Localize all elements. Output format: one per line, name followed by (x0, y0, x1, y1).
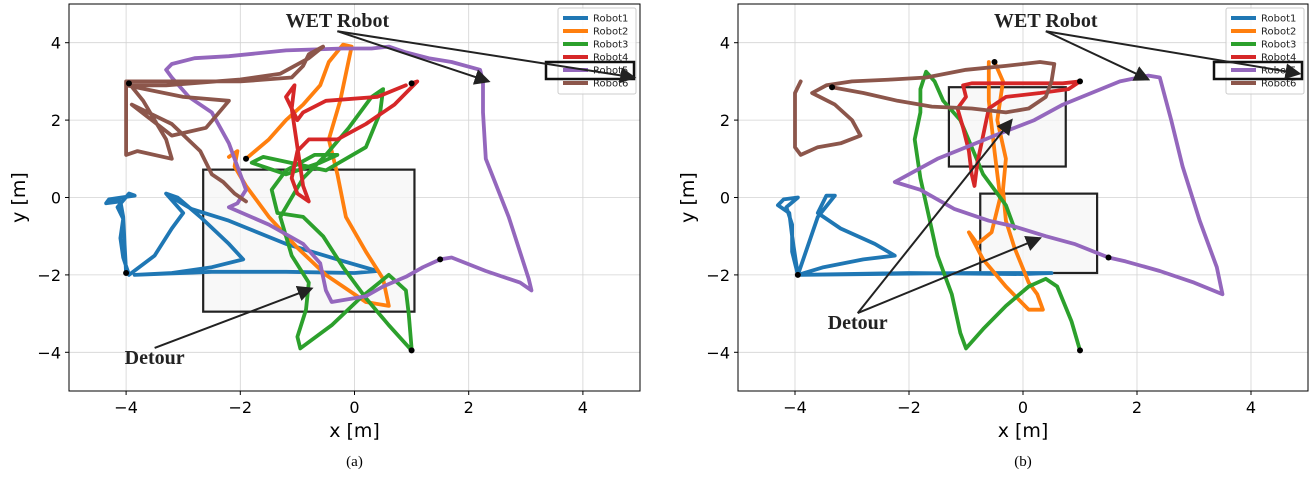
x-tick-label: 2 (464, 398, 474, 417)
legend-label-robot1: Robot1 (593, 14, 628, 25)
annotation-detour: Detour (125, 347, 185, 369)
y-tick-label: 0 (720, 189, 730, 208)
y-tick-label: −4 (706, 343, 730, 362)
annotation-arrow (337, 30, 491, 85)
series-line-robot3 (912, 69, 1082, 353)
start-point-robot1 (794, 271, 801, 278)
annotations: WET Robot Detour (828, 10, 1302, 334)
annotations: WET Robot Detour (125, 10, 637, 369)
series-line-robot4 (284, 79, 420, 204)
y-tick-label: 0 (51, 189, 61, 208)
y-axis-label: y [m] (677, 172, 699, 223)
y-tick-label: −4 (37, 343, 61, 362)
x-tick-label: −2 (897, 398, 921, 417)
annotation-detour: Detour (828, 312, 888, 334)
series-line-robot5 (164, 44, 534, 304)
annotation-arrow (1045, 30, 1151, 81)
series-line-robot1 (104, 191, 380, 277)
start-point-robot3 (408, 347, 415, 354)
y-axis-label: y [m] (8, 172, 30, 223)
annotation-wet-robot: WET Robot (994, 10, 1098, 32)
start-point-robot2 (243, 155, 250, 162)
legend-label-robot4: Robot4 (593, 53, 628, 64)
start-point-robot6 (829, 84, 836, 91)
wet-robot-legend-highlight (1212, 60, 1304, 81)
start-point-robot5 (437, 256, 444, 263)
legend-label-robot1: Robot1 (1261, 14, 1296, 25)
x-tick-label: −4 (783, 398, 807, 417)
y-tick-label: −2 (706, 266, 730, 285)
legend-label-robot2: Robot2 (593, 27, 628, 38)
endpoints (123, 80, 444, 354)
x-tick-label: 2 (1132, 398, 1142, 417)
start-point-robot6 (125, 80, 132, 87)
start-point-robot3 (1077, 347, 1083, 354)
x-tick-label: 4 (578, 398, 588, 417)
x-tick-label: 0 (1018, 398, 1028, 417)
annotation-arrow (1045, 30, 1302, 80)
start-point-robot1 (123, 269, 130, 276)
series-line-robot4 (955, 79, 1082, 188)
legend-label-robot3: Robot3 (593, 40, 628, 51)
tick-labels: −4 −2 0 2 4 −4 −2 0 2 4 (706, 34, 1256, 417)
tick-labels: −4 −2 0 2 4 −4 −2 0 2 4 (37, 34, 588, 417)
x-tick-label: 4 (1246, 398, 1256, 417)
start-point-robot4 (408, 80, 415, 87)
y-tick-label: −2 (37, 266, 61, 285)
trajectories (776, 60, 1225, 353)
start-point-robot5 (1105, 254, 1112, 261)
legend: Robot1 Robot2 Robot3 Robot4 Robot5 Robot6 (544, 7, 637, 95)
y-tick-label: 4 (720, 34, 730, 53)
series-line-robot1 (776, 193, 1054, 277)
series-line-robot5 (892, 73, 1225, 297)
annotation-arrow (856, 118, 1013, 314)
legend-label-robot2: Robot2 (1261, 27, 1296, 38)
annotation-arrow (154, 285, 314, 349)
series-line-robot6 (124, 44, 325, 204)
series-line-robot2 (227, 42, 391, 308)
legend-label-robot3: Robot3 (1261, 40, 1296, 51)
y-tick-label: 4 (51, 34, 61, 53)
annotation-arrow (857, 236, 1042, 315)
chart-panel-b: −4 −2 0 2 4 −4 −2 0 2 4 x [m] y [m] Robot1 Robot2 R… (677, 3, 1309, 470)
y-tick-label: 2 (720, 111, 730, 130)
annotation-arrow (337, 30, 637, 84)
caption: (a) (346, 454, 363, 470)
start-point-robot4 (1077, 78, 1083, 85)
caption: (b) (1014, 454, 1032, 470)
x-tick-label: −2 (229, 398, 253, 417)
series-line-robot2 (967, 60, 1045, 312)
endpoints (794, 59, 1112, 354)
series-line-robot6 (793, 60, 1057, 157)
y-tick-label: 2 (51, 111, 61, 130)
x-axis-label: x [m] (329, 420, 380, 442)
trajectories (104, 42, 534, 353)
legend-label-robot5: Robot5 (593, 66, 628, 77)
x-tick-label: −4 (114, 398, 138, 417)
legend-label-robot4: Robot4 (1261, 53, 1296, 64)
annotation-wet-robot: WET Robot (286, 10, 390, 32)
legend-label-robot6: Robot6 (593, 79, 628, 90)
legend-label-robot6: Robot6 (1261, 79, 1296, 90)
x-tick-label: 0 (349, 398, 359, 417)
x-axis-label: x [m] (998, 420, 1049, 442)
start-point-robot2 (991, 59, 998, 66)
